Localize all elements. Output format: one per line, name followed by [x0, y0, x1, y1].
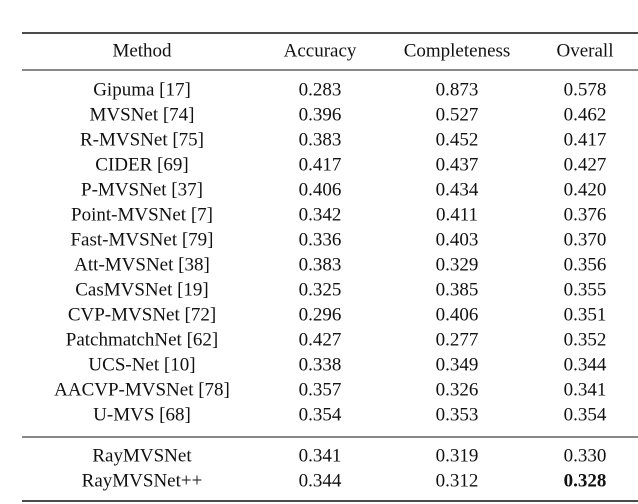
header-cell: Accuracy [284, 40, 357, 61]
value-cell: 0.370 [564, 229, 607, 250]
method-cell: AACVP-MVSNet [78] [54, 379, 230, 400]
value-cell: 0.417 [564, 129, 607, 150]
value-cell: 0.452 [436, 129, 479, 150]
method-cell: RayMVSNet++ [82, 470, 203, 491]
value-cell: 0.354 [299, 404, 342, 425]
value-cell: 0.296 [299, 304, 342, 325]
method-cell: Att-MVSNet [38] [74, 254, 210, 275]
value-cell: 0.406 [436, 304, 479, 325]
value-cell: 0.427 [564, 154, 607, 175]
value-cell: 0.351 [564, 304, 607, 325]
method-cell: Point-MVSNet [7] [71, 204, 213, 225]
value-cell: 0.352 [564, 329, 607, 350]
value-cell: 0.357 [299, 379, 342, 400]
method-cell: Gipuma [17] [93, 79, 191, 100]
value-cell: 0.383 [299, 254, 342, 275]
value-cell: 0.376 [564, 204, 607, 225]
value-cell: 0.344 [564, 354, 607, 375]
value-cell: 0.406 [299, 179, 342, 200]
value-cell: 0.873 [436, 79, 479, 100]
value-cell: 0.385 [436, 279, 479, 300]
value-cell: 0.283 [299, 79, 342, 100]
method-cell: CIDER [69] [95, 154, 188, 175]
method-cell: CVP-MVSNet [72] [68, 304, 216, 325]
value-cell: 0.312 [436, 470, 479, 491]
value-cell: 0.437 [436, 154, 479, 175]
value-cell: 0.353 [436, 404, 479, 425]
value-cell: 0.434 [436, 179, 479, 200]
method-cell: Fast-MVSNet [79] [70, 229, 213, 250]
value-cell: 0.527 [436, 104, 479, 125]
value-cell: 0.338 [299, 354, 342, 375]
header-cell: Method [112, 40, 172, 61]
value-cell: 0.355 [564, 279, 607, 300]
value-cell: 0.417 [299, 154, 342, 175]
method-cell: CasMVSNet [19] [75, 279, 209, 300]
value-cell: 0.344 [299, 470, 342, 491]
value-cell: 0.329 [436, 254, 479, 275]
value-cell: 0.396 [299, 104, 342, 125]
value-cell: 0.342 [299, 204, 342, 225]
value-cell: 0.356 [564, 254, 607, 275]
value-cell: 0.383 [299, 129, 342, 150]
method-cell: RayMVSNet [92, 445, 192, 466]
method-cell: PatchmatchNet [62] [66, 329, 218, 350]
method-cell: U-MVS [68] [93, 404, 191, 425]
value-cell: 0.578 [564, 79, 607, 100]
value-cell: 0.336 [299, 229, 342, 250]
value-cell: 0.462 [564, 104, 607, 125]
method-cell: UCS-Net [10] [88, 354, 195, 375]
value-cell: 0.328 [564, 470, 607, 491]
header-cell: Overall [557, 40, 614, 61]
value-cell: 0.427 [299, 329, 342, 350]
method-cell: P-MVSNet [37] [81, 179, 203, 200]
header-cell: Completeness [404, 40, 511, 61]
value-cell: 0.330 [564, 445, 607, 466]
value-cell: 0.403 [436, 229, 479, 250]
value-cell: 0.349 [436, 354, 479, 375]
value-cell: 0.325 [299, 279, 342, 300]
value-cell: 0.420 [564, 179, 607, 200]
value-cell: 0.411 [436, 204, 478, 225]
value-cell: 0.319 [436, 445, 479, 466]
value-cell: 0.354 [564, 404, 607, 425]
value-cell: 0.341 [564, 379, 607, 400]
value-cell: 0.277 [436, 329, 479, 350]
method-cell: MVSNet [74] [89, 104, 194, 125]
value-cell: 0.341 [299, 445, 342, 466]
value-cell: 0.326 [436, 379, 479, 400]
method-cell: R-MVSNet [75] [80, 129, 204, 150]
